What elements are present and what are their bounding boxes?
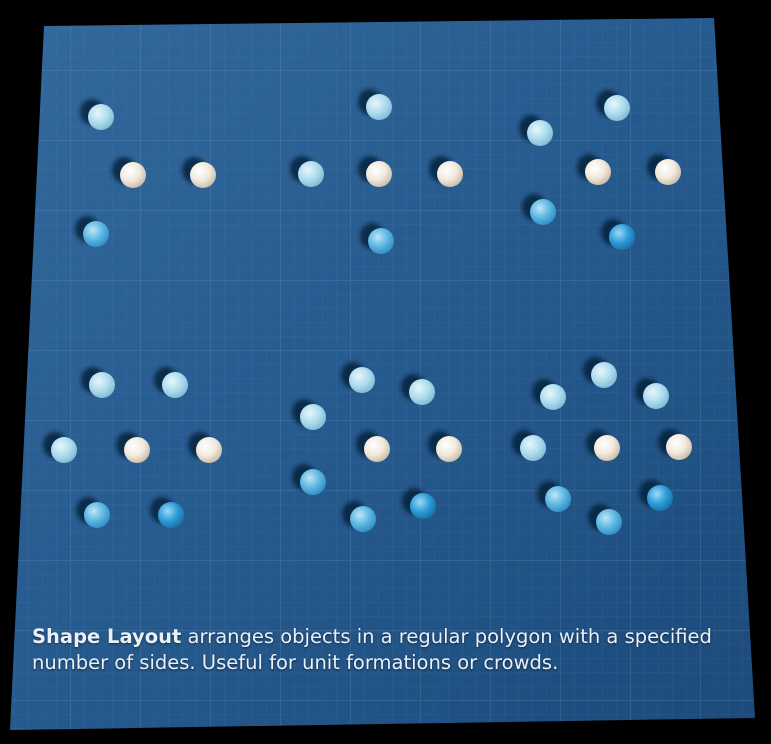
sphere-blue <box>84 502 110 528</box>
sphere-pale <box>591 362 617 388</box>
sphere-white <box>190 162 216 188</box>
sphere-pale <box>88 104 114 130</box>
sphere-white <box>196 437 222 463</box>
board-grid-coarse <box>10 18 755 730</box>
sphere-white <box>655 159 681 185</box>
formation-octagon <box>512 357 692 535</box>
formation-pentagon <box>519 90 681 250</box>
sphere-blue <box>350 506 376 532</box>
sphere-deep <box>609 224 635 250</box>
sphere-pale <box>162 372 188 398</box>
sphere-pale <box>643 383 669 409</box>
sphere-pale <box>604 95 630 121</box>
sphere-pale <box>540 384 566 410</box>
sphere-white <box>364 436 390 462</box>
caption-title: Shape Layout <box>32 625 182 648</box>
caption-text: arranges objects in a regular polygon wi… <box>32 625 712 674</box>
formation-heptagon <box>292 362 462 532</box>
sphere-white <box>436 436 462 462</box>
sphere-white <box>120 162 146 188</box>
sphere-pale <box>349 367 375 393</box>
sphere-pale <box>520 435 546 461</box>
sphere-blue <box>596 509 622 535</box>
sphere-blue <box>545 486 571 512</box>
sphere-white <box>594 435 620 461</box>
formation-triangle <box>75 99 216 247</box>
formation-square <box>290 89 463 254</box>
sphere-blue <box>368 228 394 254</box>
sphere-white <box>666 434 692 460</box>
sphere-white <box>437 161 463 187</box>
sphere-pale <box>298 161 324 187</box>
sphere-deep <box>158 502 184 528</box>
sphere-pale <box>527 120 553 146</box>
sphere-blue <box>530 199 556 225</box>
sphere-blue <box>300 469 326 495</box>
sphere-pale <box>89 372 115 398</box>
sphere-pale <box>409 379 435 405</box>
sphere-pale <box>300 404 326 430</box>
sphere-white <box>585 159 611 185</box>
sphere-white <box>124 437 150 463</box>
caption: Shape Layout arranges objects in a regul… <box>32 624 732 676</box>
formation-hexagon <box>43 367 222 528</box>
sphere-deep <box>647 485 673 511</box>
sphere-pale <box>51 437 77 463</box>
sphere-blue <box>83 221 109 247</box>
sphere-deep <box>410 493 436 519</box>
sphere-pale <box>366 94 392 120</box>
board-vignette <box>10 18 755 730</box>
spheres <box>43 89 692 535</box>
sphere-white <box>366 161 392 187</box>
